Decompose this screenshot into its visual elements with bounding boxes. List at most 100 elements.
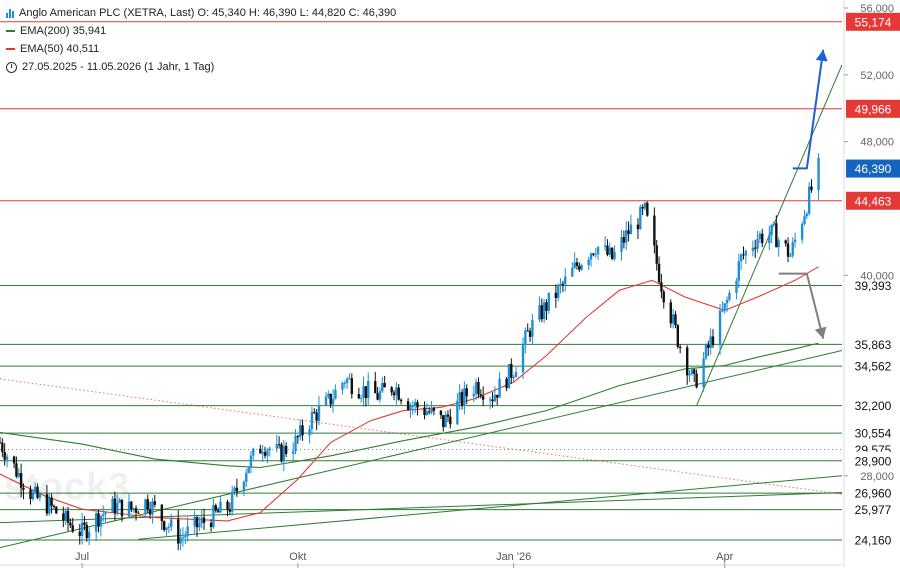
- candle-body: [702, 358, 705, 388]
- candle-body: [209, 522, 213, 528]
- candle-body: [587, 259, 590, 266]
- price-label: 46,390: [855, 162, 892, 176]
- candle-body: [488, 399, 492, 401]
- candle-body: [460, 392, 464, 406]
- candle-body: [657, 263, 661, 283]
- candle-body: [751, 247, 755, 251]
- candle-body: [31, 492, 35, 500]
- candle-body: [214, 505, 217, 511]
- candle-body: [299, 425, 302, 437]
- candle-body: [184, 536, 187, 538]
- candle-body: [686, 347, 689, 376]
- candle-body: [425, 411, 429, 416]
- downtrend-line: [0, 378, 843, 495]
- candle-body: [596, 246, 600, 255]
- legend-period-row: 27.05.2025 - 11.05.2026 (1 Jahr, 1 Tag): [6, 58, 396, 76]
- candle-body: [160, 504, 164, 522]
- candle-body: [83, 522, 86, 525]
- candle-body: [277, 444, 281, 446]
- candle-body: [521, 344, 525, 372]
- candle-body: [275, 444, 278, 449]
- candle-body: [226, 501, 229, 510]
- candle-body: [69, 522, 72, 526]
- candle-body: [768, 235, 771, 244]
- candle-body: [718, 310, 722, 346]
- candle-body: [578, 265, 581, 270]
- candle-body: [17, 473, 20, 477]
- candle-body: [376, 393, 379, 400]
- candle-body: [575, 262, 579, 266]
- candle-body: [704, 344, 708, 359]
- candle-body: [101, 513, 105, 516]
- candle-body: [629, 224, 633, 235]
- candle-body: [496, 394, 499, 398]
- scenario-arrows: [778, 49, 828, 340]
- candle-body: [442, 415, 445, 428]
- candle-body: [66, 511, 70, 523]
- candle-body: [87, 531, 91, 539]
- candle-body: [559, 283, 562, 286]
- candle-body: [491, 399, 494, 402]
- candle-body: [430, 407, 433, 413]
- candle-body: [397, 387, 400, 400]
- candle-body: [561, 283, 565, 285]
- candle-body: [711, 336, 715, 346]
- candle-body: [383, 382, 386, 388]
- candle-body: [12, 456, 16, 464]
- candle-body: [606, 245, 609, 255]
- candle-body: [754, 247, 757, 249]
- candle-body: [479, 394, 483, 397]
- horizontal-levels: 55,174 49,966 46,390 44,463 39,393 35,863 34,5…: [0, 12, 900, 549]
- candle-body: [493, 394, 497, 402]
- candle-body: [439, 410, 443, 416]
- candle-body: [610, 247, 614, 259]
- candle-body: [444, 414, 447, 428]
- price-label: 28,900: [855, 454, 892, 468]
- candle-body: [120, 499, 124, 517]
- candle-body: [200, 517, 203, 524]
- price-label: 24,160: [855, 533, 892, 547]
- candle-body: [592, 253, 595, 255]
- price-label-box: [846, 396, 900, 415]
- candle-body: [395, 387, 398, 396]
- candle-body: [99, 515, 103, 527]
- candle-body: [413, 402, 417, 406]
- price-label-box: [846, 276, 900, 295]
- candle-body: [127, 501, 131, 517]
- candle-body: [505, 378, 508, 389]
- price-label-box: [846, 357, 900, 376]
- candle-body: [165, 527, 168, 530]
- support-trendline: [0, 350, 843, 549]
- candle-body: [603, 245, 607, 247]
- candle-body: [263, 452, 267, 456]
- candle-body: [261, 452, 264, 454]
- candle-body: [571, 267, 574, 277]
- candle-body: [348, 378, 351, 380]
- candle-body: [350, 378, 354, 395]
- candle-body: [310, 412, 314, 430]
- candle-body: [216, 510, 220, 513]
- candle-body: [641, 207, 644, 209]
- candle-body: [721, 310, 724, 312]
- candle-body: [1, 442, 4, 453]
- time-axis-tick-label: Apr: [716, 551, 733, 563]
- candle-body: [193, 516, 196, 527]
- candle-body: [22, 487, 25, 490]
- candle-body: [282, 445, 285, 462]
- candle-body: [538, 305, 541, 320]
- candle-body: [406, 401, 410, 410]
- candle-body: [62, 513, 65, 521]
- candle-body: [432, 407, 436, 411]
- price-label: 25,977: [855, 503, 892, 517]
- candle-body: [547, 292, 551, 311]
- candle-body: [472, 393, 475, 397]
- candle-body: [235, 487, 239, 492]
- candle-body: [228, 509, 232, 512]
- candle-body: [381, 382, 384, 392]
- candle-body: [474, 381, 478, 394]
- bearish-scenario-arrow: [778, 272, 825, 340]
- candle-body: [653, 215, 656, 246]
- candle-body: [557, 285, 560, 298]
- candle-body: [573, 262, 576, 268]
